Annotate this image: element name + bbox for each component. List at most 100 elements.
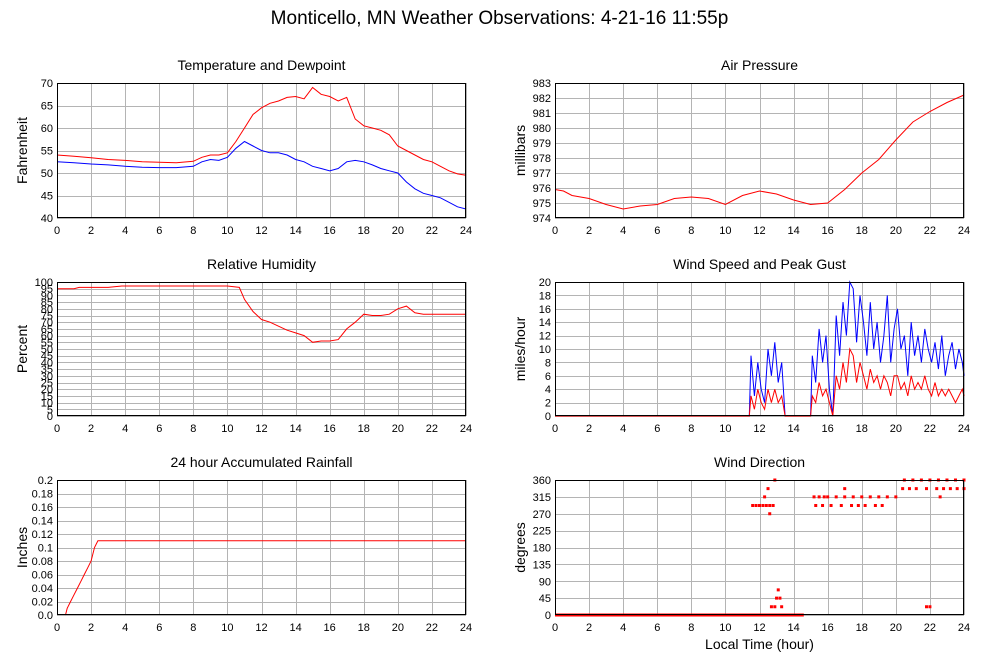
x-tick-label: 2 — [586, 622, 592, 634]
x-tick-label: 8 — [688, 423, 694, 435]
x-tick-label: 2 — [88, 423, 94, 435]
x-tick-label: 14 — [289, 423, 301, 435]
chart-title: Wind Speed and Peak Gust — [673, 256, 846, 272]
x-tick-label: 4 — [620, 423, 626, 435]
data-point — [877, 495, 881, 499]
chart-title: Air Pressure — [721, 57, 798, 73]
y-tick-label: 315 — [533, 492, 551, 504]
data-point — [901, 487, 905, 491]
y-tick-label: 980 — [533, 123, 551, 135]
x-tick-label: 24 — [460, 423, 472, 435]
x-tick-label: 0 — [54, 225, 60, 237]
y-tick-label: 45 — [41, 351, 53, 363]
plot-frame — [555, 282, 964, 416]
y-tick-label: 983 — [533, 78, 551, 90]
x-tick-label: 12 — [255, 622, 267, 634]
chart-humidity: 0 2 4 6 8 10 12 14 16 18 20 22 240510152025303540455… — [14, 256, 472, 435]
y-tick-label: 0.02 — [32, 597, 53, 609]
y-axis-label: Percent — [14, 325, 30, 373]
y-tick-label: 977 — [533, 168, 551, 180]
x-tick-label: 6 — [654, 225, 660, 237]
data-point — [775, 596, 779, 600]
x-tick-label: 16 — [822, 423, 834, 435]
y-tick-label: 60 — [41, 123, 53, 135]
data-point — [938, 495, 942, 499]
x-tick-label: 20 — [890, 225, 902, 237]
data-point — [863, 504, 867, 507]
x-tick-label: 4 — [620, 622, 626, 634]
data-point — [768, 512, 772, 516]
x-tick-label: 22 — [426, 225, 438, 237]
x-tick-label: 14 — [787, 423, 799, 435]
y-axis-label: Inches — [14, 527, 30, 568]
data-point — [764, 504, 768, 507]
plot-frame — [555, 480, 964, 615]
data-point — [880, 504, 884, 507]
data-point — [914, 487, 918, 491]
y-tick-label: 0.1 — [38, 543, 53, 555]
data-point — [955, 487, 959, 491]
y-tick-label: 45 — [41, 191, 53, 203]
x-tick-label: 18 — [856, 423, 868, 435]
chart-title: Wind Direction — [714, 454, 805, 470]
y-axis-label: miles/hour — [512, 316, 528, 381]
data-point — [829, 504, 833, 507]
y-axis-label: millibars — [512, 125, 528, 176]
x-tick-label: 6 — [156, 225, 162, 237]
x-tick-label: 2 — [88, 622, 94, 634]
data-point — [763, 495, 767, 499]
x-tick-label: 4 — [122, 423, 128, 435]
data-point — [834, 495, 838, 499]
x-tick-label: 16 — [324, 423, 336, 435]
y-tick-label: 40 — [41, 213, 53, 225]
y-tick-label: 60 — [41, 331, 53, 343]
x-tick-label: 6 — [156, 423, 162, 435]
x-tick-label: 24 — [958, 423, 970, 435]
y-tick-label: 12 — [539, 331, 551, 343]
data-point — [856, 504, 860, 507]
x-tick-label: 18 — [358, 423, 370, 435]
y-tick-label: 55 — [41, 337, 53, 349]
y-tick-label: 65 — [41, 101, 53, 113]
x-tick-label: 10 — [719, 225, 731, 237]
x-tick-label: 2 — [88, 225, 94, 237]
x-tick-label: 12 — [255, 225, 267, 237]
data-point — [942, 487, 946, 491]
x-tick-label: 6 — [654, 423, 660, 435]
x-tick-label: 14 — [787, 622, 799, 634]
x-tick-label: 0 — [54, 423, 60, 435]
data-point — [868, 495, 872, 499]
chart-direction: 0 2 4 6 8 10 12 14 16 18 20 22 240459013518022527031… — [512, 454, 970, 652]
y-tick-label: 25 — [41, 378, 53, 390]
data-point — [850, 504, 854, 507]
y-tick-label: 976 — [533, 183, 551, 195]
y-tick-label: 10 — [539, 344, 551, 356]
data-point — [885, 495, 889, 499]
y-tick-label: 55 — [41, 146, 53, 158]
series-line — [554, 94, 965, 210]
y-tick-label: 90 — [41, 290, 53, 302]
y-tick-label: 0.18 — [32, 489, 53, 501]
y-tick-label: 974 — [533, 213, 551, 225]
data-point — [751, 504, 755, 507]
y-tick-label: 0.16 — [32, 502, 53, 514]
data-point — [821, 504, 825, 507]
y-tick-label: 0.14 — [32, 516, 53, 528]
y-tick-label: 15 — [41, 391, 53, 403]
x-tick-label: 8 — [190, 423, 196, 435]
x-tick-label: 4 — [122, 225, 128, 237]
x-tick-label: 20 — [392, 423, 404, 435]
x-tick-label: 24 — [958, 225, 970, 237]
y-axis-label: Fahrenheit — [14, 117, 30, 184]
y-tick-label: 360 — [533, 475, 551, 487]
y-tick-label: 35 — [41, 364, 53, 376]
y-tick-label: 981 — [533, 108, 551, 120]
x-tick-label: 16 — [324, 225, 336, 237]
chart-title: 24 hour Accumulated Rainfall — [170, 454, 352, 470]
series-line — [555, 347, 965, 417]
x-tick-label: 2 — [586, 423, 592, 435]
data-point — [776, 588, 780, 592]
data-point — [812, 495, 816, 499]
y-tick-label: 30 — [41, 371, 53, 383]
